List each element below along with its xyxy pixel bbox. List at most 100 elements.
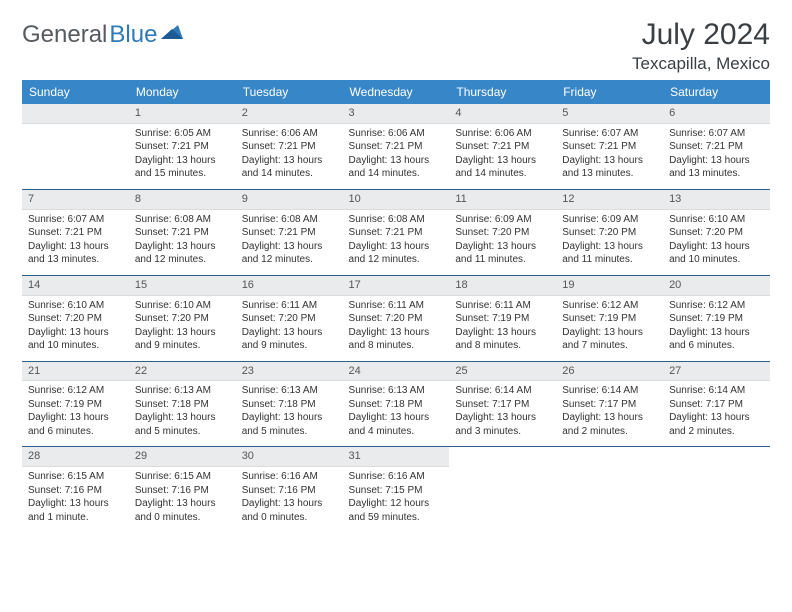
calendar-cell (663, 447, 770, 532)
day-content: Sunrise: 6:15 AMSunset: 7:16 PMDaylight:… (129, 467, 236, 532)
day-line: Daylight: 13 hours (455, 154, 550, 168)
calendar-cell: 23Sunrise: 6:13 AMSunset: 7:18 PMDayligh… (236, 361, 343, 447)
calendar-cell: 9Sunrise: 6:08 AMSunset: 7:21 PMDaylight… (236, 189, 343, 275)
logo-triangle-icon (161, 18, 183, 46)
day-content: Sunrise: 6:11 AMSunset: 7:19 PMDaylight:… (449, 296, 556, 361)
day-content: Sunrise: 6:13 AMSunset: 7:18 PMDaylight:… (129, 381, 236, 446)
day-line: Daylight: 13 hours (669, 326, 764, 340)
day-line: and 9 minutes. (135, 339, 230, 353)
day-line: Daylight: 13 hours (349, 411, 444, 425)
calendar-cell: 7Sunrise: 6:07 AMSunset: 7:21 PMDaylight… (22, 189, 129, 275)
day-line: Daylight: 13 hours (135, 240, 230, 254)
day-line: Daylight: 13 hours (669, 240, 764, 254)
day-line: Sunset: 7:21 PM (242, 226, 337, 240)
day-line: and 7 minutes. (562, 339, 657, 353)
day-line: Sunset: 7:20 PM (562, 226, 657, 240)
calendar-row: 28Sunrise: 6:15 AMSunset: 7:16 PMDayligh… (22, 447, 770, 532)
day-line: Daylight: 13 hours (455, 411, 550, 425)
day-line: Sunrise: 6:13 AM (349, 384, 444, 398)
calendar-cell: 25Sunrise: 6:14 AMSunset: 7:17 PMDayligh… (449, 361, 556, 447)
day-line: Sunrise: 6:10 AM (28, 299, 123, 313)
day-line: and 11 minutes. (455, 253, 550, 267)
day-line: Sunrise: 6:11 AM (242, 299, 337, 313)
day-line: Sunset: 7:21 PM (135, 226, 230, 240)
day-line: Sunset: 7:21 PM (349, 226, 444, 240)
day-number: 7 (22, 190, 129, 210)
day-line: Sunset: 7:19 PM (455, 312, 550, 326)
day-number: 8 (129, 190, 236, 210)
calendar-cell: 30Sunrise: 6:16 AMSunset: 7:16 PMDayligh… (236, 447, 343, 532)
day-content: Sunrise: 6:09 AMSunset: 7:20 PMDaylight:… (449, 210, 556, 275)
day-line: Daylight: 13 hours (135, 326, 230, 340)
day-line: and 2 minutes. (669, 425, 764, 439)
title-block: July 2024 Texcapilla, Mexico (632, 18, 770, 74)
calendar-cell (22, 104, 129, 189)
calendar-row: 7Sunrise: 6:07 AMSunset: 7:21 PMDaylight… (22, 189, 770, 275)
day-number: 25 (449, 362, 556, 382)
calendar-row: 14Sunrise: 6:10 AMSunset: 7:20 PMDayligh… (22, 275, 770, 361)
calendar-cell: 10Sunrise: 6:08 AMSunset: 7:21 PMDayligh… (343, 189, 450, 275)
weekday-thursday: Thursday (449, 80, 556, 104)
calendar-cell: 12Sunrise: 6:09 AMSunset: 7:20 PMDayligh… (556, 189, 663, 275)
calendar-cell: 18Sunrise: 6:11 AMSunset: 7:19 PMDayligh… (449, 275, 556, 361)
day-line: Sunrise: 6:11 AM (349, 299, 444, 313)
day-content: Sunrise: 6:12 AMSunset: 7:19 PMDaylight:… (22, 381, 129, 446)
day-number: 13 (663, 190, 770, 210)
day-line: Daylight: 13 hours (669, 154, 764, 168)
calendar-cell: 5Sunrise: 6:07 AMSunset: 7:21 PMDaylight… (556, 104, 663, 189)
day-line: Sunset: 7:20 PM (135, 312, 230, 326)
day-line: and 15 minutes. (135, 167, 230, 181)
weekday-tuesday: Tuesday (236, 80, 343, 104)
day-content: Sunrise: 6:16 AMSunset: 7:15 PMDaylight:… (343, 467, 450, 532)
day-line: Sunset: 7:15 PM (349, 484, 444, 498)
day-line: and 12 minutes. (242, 253, 337, 267)
day-number (22, 104, 129, 124)
day-line: Daylight: 13 hours (242, 154, 337, 168)
day-line: Sunset: 7:18 PM (349, 398, 444, 412)
day-content: Sunrise: 6:07 AMSunset: 7:21 PMDaylight:… (556, 124, 663, 189)
day-content: Sunrise: 6:10 AMSunset: 7:20 PMDaylight:… (663, 210, 770, 275)
weekday-friday: Friday (556, 80, 663, 104)
day-line: and 3 minutes. (455, 425, 550, 439)
day-line: Sunset: 7:21 PM (669, 140, 764, 154)
day-number: 17 (343, 276, 450, 296)
day-line: Sunset: 7:21 PM (135, 140, 230, 154)
day-content: Sunrise: 6:14 AMSunset: 7:17 PMDaylight:… (556, 381, 663, 446)
day-line: and 12 minutes. (135, 253, 230, 267)
day-line: and 5 minutes. (135, 425, 230, 439)
day-line: Sunset: 7:17 PM (669, 398, 764, 412)
day-line: and 0 minutes. (242, 511, 337, 525)
day-line: Daylight: 13 hours (349, 326, 444, 340)
day-line: Sunrise: 6:07 AM (562, 127, 657, 141)
day-number: 6 (663, 104, 770, 124)
calendar-row: 21Sunrise: 6:12 AMSunset: 7:19 PMDayligh… (22, 361, 770, 447)
day-line: Sunset: 7:18 PM (135, 398, 230, 412)
day-line: Sunset: 7:20 PM (349, 312, 444, 326)
day-line: Sunset: 7:17 PM (455, 398, 550, 412)
day-line: Daylight: 13 hours (455, 326, 550, 340)
day-number: 29 (129, 447, 236, 467)
calendar-cell: 2Sunrise: 6:06 AMSunset: 7:21 PMDaylight… (236, 104, 343, 189)
day-content: Sunrise: 6:14 AMSunset: 7:17 PMDaylight:… (449, 381, 556, 446)
calendar-cell: 20Sunrise: 6:12 AMSunset: 7:19 PMDayligh… (663, 275, 770, 361)
day-line: and 59 minutes. (349, 511, 444, 525)
day-line: Sunrise: 6:07 AM (28, 213, 123, 227)
day-content: Sunrise: 6:06 AMSunset: 7:21 PMDaylight:… (343, 124, 450, 189)
day-content: Sunrise: 6:09 AMSunset: 7:20 PMDaylight:… (556, 210, 663, 275)
day-line: Sunset: 7:20 PM (242, 312, 337, 326)
day-line: Sunrise: 6:10 AM (669, 213, 764, 227)
day-line: Sunset: 7:17 PM (562, 398, 657, 412)
calendar-cell: 4Sunrise: 6:06 AMSunset: 7:21 PMDaylight… (449, 104, 556, 189)
day-line: and 11 minutes. (562, 253, 657, 267)
day-line: Sunrise: 6:14 AM (455, 384, 550, 398)
calendar-cell: 8Sunrise: 6:08 AMSunset: 7:21 PMDaylight… (129, 189, 236, 275)
day-content: Sunrise: 6:11 AMSunset: 7:20 PMDaylight:… (343, 296, 450, 361)
logo-text-general: General (22, 21, 107, 49)
day-line: Sunrise: 6:12 AM (562, 299, 657, 313)
day-line: Sunset: 7:21 PM (28, 226, 123, 240)
day-content: Sunrise: 6:06 AMSunset: 7:21 PMDaylight:… (449, 124, 556, 189)
day-line: Daylight: 13 hours (242, 411, 337, 425)
calendar-cell: 13Sunrise: 6:10 AMSunset: 7:20 PMDayligh… (663, 189, 770, 275)
day-line: Sunset: 7:16 PM (242, 484, 337, 498)
day-line: Daylight: 13 hours (242, 326, 337, 340)
